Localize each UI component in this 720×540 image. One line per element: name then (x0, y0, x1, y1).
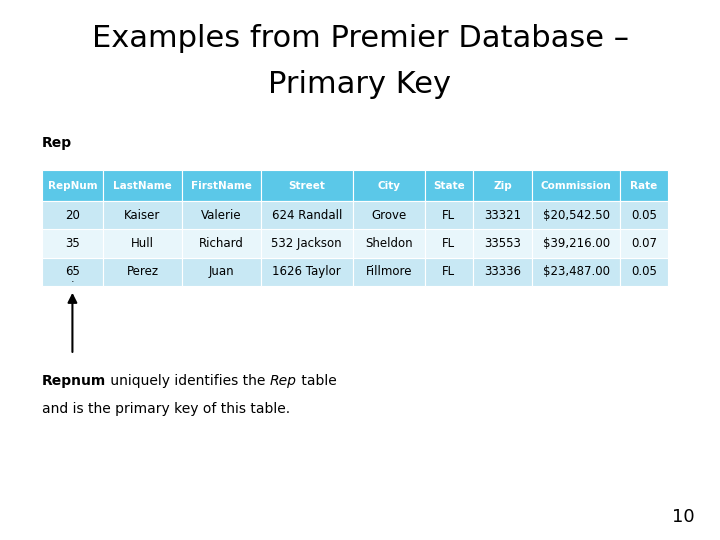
Bar (425, 230, 473, 258)
Text: FL: FL (442, 209, 455, 222)
Bar (182, 230, 261, 258)
Text: Hull: Hull (131, 237, 154, 250)
Text: Juan: Juan (209, 265, 234, 278)
Text: Valerie: Valerie (201, 209, 242, 222)
Text: and is the primary key of this table.: and is the primary key of this table. (42, 402, 290, 416)
Text: State: State (433, 181, 464, 191)
Bar (353, 258, 425, 286)
Text: $39,216.00: $39,216.00 (543, 237, 610, 250)
Bar (353, 201, 425, 229)
Bar (261, 170, 353, 201)
Bar (620, 201, 668, 229)
Bar (353, 230, 425, 258)
Bar (103, 230, 182, 258)
Bar (103, 258, 182, 286)
Text: Rep: Rep (270, 374, 297, 388)
Text: 33336: 33336 (484, 265, 521, 278)
Text: FL: FL (442, 265, 455, 278)
Bar (103, 201, 182, 229)
Bar (42, 170, 103, 201)
Text: Richard: Richard (199, 237, 244, 250)
Bar (182, 170, 261, 201)
Text: Perez: Perez (127, 265, 158, 278)
Text: LastName: LastName (113, 181, 172, 191)
Bar (103, 170, 182, 201)
Bar (425, 258, 473, 286)
Text: uniquely identifies the: uniquely identifies the (106, 374, 270, 388)
Bar (473, 230, 532, 258)
Text: Zip: Zip (493, 181, 512, 191)
Text: Rate: Rate (631, 181, 657, 191)
Bar (261, 201, 353, 229)
Text: 10: 10 (672, 509, 695, 526)
Bar (473, 258, 532, 286)
Bar (473, 201, 532, 229)
Bar (473, 170, 532, 201)
Text: 20: 20 (65, 209, 80, 222)
Text: Sheldon: Sheldon (365, 237, 413, 250)
Text: Repnum: Repnum (42, 374, 106, 388)
Text: 1626 Taylor: 1626 Taylor (272, 265, 341, 278)
Text: 33321: 33321 (484, 209, 521, 222)
Bar (42, 258, 103, 286)
Text: Kaiser: Kaiser (125, 209, 161, 222)
Text: Commission: Commission (541, 181, 611, 191)
Text: Fillmore: Fillmore (366, 265, 412, 278)
Text: 0.07: 0.07 (631, 237, 657, 250)
Text: Street: Street (288, 181, 325, 191)
Text: 0.05: 0.05 (631, 209, 657, 222)
Text: 65: 65 (65, 265, 80, 278)
Bar (620, 258, 668, 286)
Bar (532, 201, 620, 229)
Bar (532, 258, 620, 286)
Text: ·: · (71, 277, 74, 287)
Text: Rep: Rep (42, 136, 72, 150)
Text: Examples from Premier Database –: Examples from Premier Database – (91, 24, 629, 53)
Text: table: table (297, 374, 336, 388)
Text: $20,542.50: $20,542.50 (543, 209, 610, 222)
Bar (42, 230, 103, 258)
Text: $23,487.00: $23,487.00 (543, 265, 610, 278)
Text: Grove: Grove (371, 209, 406, 222)
Text: 35: 35 (65, 237, 80, 250)
Bar (42, 201, 103, 229)
Text: 532 Jackson: 532 Jackson (271, 237, 342, 250)
Bar (425, 170, 473, 201)
Text: FirstName: FirstName (191, 181, 252, 191)
Text: Primary Key: Primary Key (269, 70, 451, 99)
Text: RepNum: RepNum (48, 181, 97, 191)
Bar (182, 258, 261, 286)
Bar (620, 230, 668, 258)
Bar (620, 170, 668, 201)
Text: City: City (377, 181, 400, 191)
Text: FL: FL (442, 237, 455, 250)
Bar (261, 230, 353, 258)
Text: 624 Randall: 624 Randall (271, 209, 342, 222)
Bar (182, 201, 261, 229)
Text: 0.05: 0.05 (631, 265, 657, 278)
Bar (532, 170, 620, 201)
Text: 33553: 33553 (484, 237, 521, 250)
Bar (532, 230, 620, 258)
Bar (261, 258, 353, 286)
Bar (425, 201, 473, 229)
Bar (353, 170, 425, 201)
